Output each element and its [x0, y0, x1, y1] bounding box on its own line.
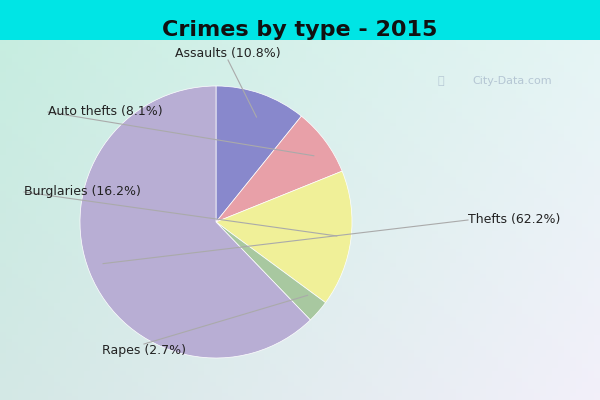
Text: Burglaries (16.2%): Burglaries (16.2%): [24, 186, 141, 198]
Text: Rapes (2.7%): Rapes (2.7%): [102, 344, 186, 357]
Wedge shape: [80, 86, 310, 358]
Wedge shape: [216, 222, 326, 320]
Text: ⓘ: ⓘ: [438, 76, 445, 86]
Text: Thefts (62.2%): Thefts (62.2%): [468, 214, 560, 226]
Text: Assaults (10.8%): Assaults (10.8%): [175, 47, 281, 60]
Wedge shape: [216, 171, 352, 303]
Wedge shape: [216, 86, 301, 222]
Wedge shape: [216, 116, 342, 222]
Text: City-Data.com: City-Data.com: [472, 76, 552, 86]
Text: Crimes by type - 2015: Crimes by type - 2015: [163, 20, 437, 40]
Text: Auto thefts (8.1%): Auto thefts (8.1%): [48, 106, 163, 118]
